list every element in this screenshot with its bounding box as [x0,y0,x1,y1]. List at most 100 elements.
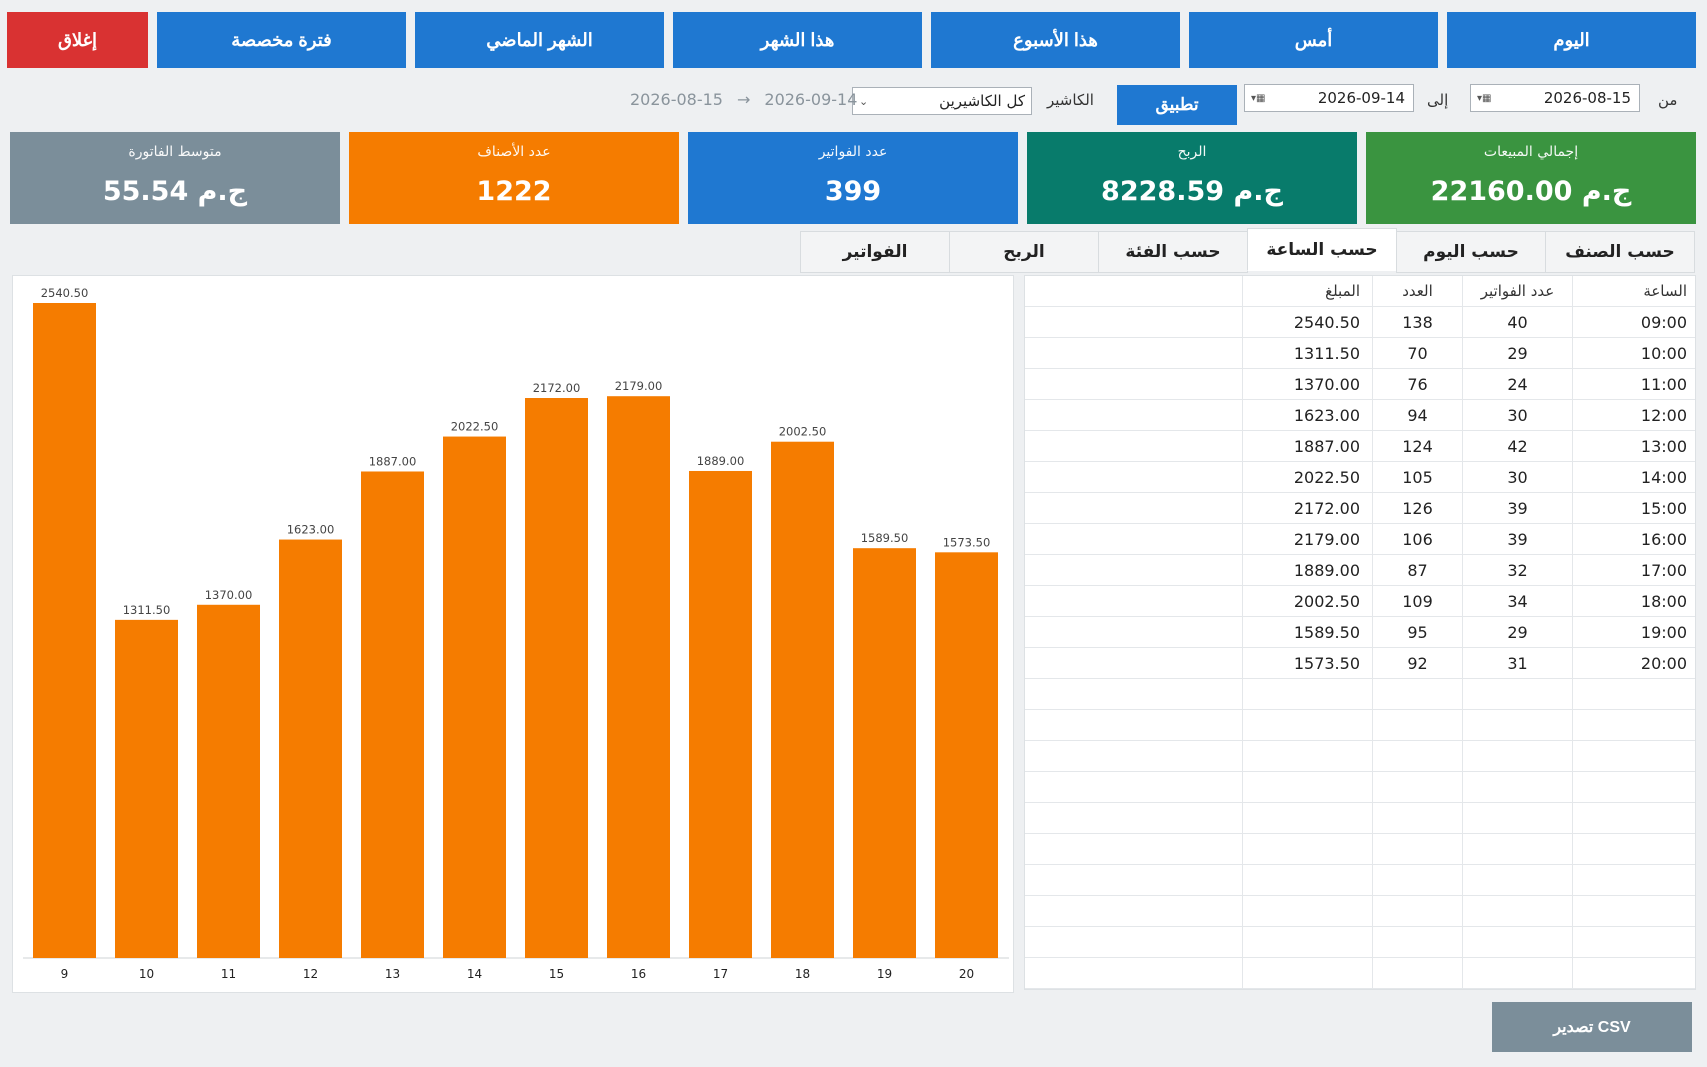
cell-hour: 15:00 [1573,493,1695,524]
from-date-picker[interactable]: ▾▦ 2026-08-15 [1470,84,1640,112]
yesterday-button[interactable]: أمس [1189,12,1438,68]
bar-9 [33,303,96,958]
table-row[interactable]: 1589.50 95 29 19:00 [1025,617,1695,648]
table-row[interactable]: 1889.00 87 32 17:00 [1025,555,1695,586]
cell-invoices [1463,772,1573,803]
table-row[interactable]: 1623.00 94 30 12:00 [1025,400,1695,431]
to-date-picker[interactable]: ▾▦ 2026-09-14 [1244,84,1414,112]
table-row[interactable]: 1887.00 124 42 13:00 [1025,431,1695,462]
cell-hour [1573,834,1695,865]
x-tick-label: 11 [221,967,236,981]
range-from: 2026-08-15 [630,90,723,109]
cell-invoices: 24 [1463,369,1573,400]
this-week-button[interactable]: هذا الأسبوع [931,12,1180,68]
kpi-invoices: عدد الفواتير 399 [688,132,1018,224]
chevron-down-icon: ⌄ [859,94,869,108]
bar-11 [197,604,260,958]
cell-amount [1243,679,1373,710]
apply-button[interactable]: تطبيق [1117,85,1237,125]
kpi-avg-invoice: متوسط الفاتورة 55.54 ج.م [10,132,340,224]
table-row[interactable]: 1370.00 76 24 11:00 [1025,369,1695,400]
table-row[interactable]: 2172.00 126 39 15:00 [1025,493,1695,524]
table-row[interactable]: 2179.00 106 39 16:00 [1025,524,1695,555]
hourly-table[interactable]: المبلغ العدد عدد الفواتير الساعة 2540.50… [1024,275,1696,990]
cell-invoices: 39 [1463,493,1573,524]
empty-table-row [1025,772,1695,803]
x-tick-label: 12 [303,967,318,981]
custom-period-button[interactable]: فترة مخصصة [157,12,406,68]
cell-invoices [1463,741,1573,772]
cell-amount: 2540.50 [1243,307,1373,338]
bar-chart: 2540.50 9 1311.50 10 1370.00 11 1623.00 12 1887.… [23,286,1009,981]
cell-amount [1243,772,1373,803]
table-row[interactable]: 2540.50 138 40 09:00 [1025,307,1695,338]
cell-hour: 12:00 [1573,400,1695,431]
cell-count [1373,679,1463,710]
from-date-value: 2026-08-15 [1543,89,1631,107]
empty-table-row [1025,958,1695,989]
cell-blank [1025,834,1243,865]
kpi-value: 55.54 ج.م [102,176,248,207]
range-arrow-icon: → [736,90,751,109]
table-row[interactable]: 1573.50 92 31 20:00 [1025,648,1695,679]
tab-by-category[interactable]: حسب الفئة [1098,231,1248,273]
cell-invoices: 29 [1463,338,1573,369]
bar-value-label: 1370.00 [205,588,253,602]
cell-amount: 2002.50 [1243,586,1373,617]
cell-blank [1025,741,1243,772]
cell-amount: 1589.50 [1243,617,1373,648]
cell-hour: 20:00 [1573,648,1695,679]
x-tick-label: 15 [549,967,564,981]
header-blank [1025,276,1243,307]
bar-value-label: 1589.50 [861,531,909,545]
cell-invoices: 31 [1463,648,1573,679]
x-tick-label: 16 [631,967,646,981]
cell-invoices: 34 [1463,586,1573,617]
cell-blank [1025,803,1243,834]
cell-amount: 1370.00 [1243,369,1373,400]
kpi-profit: الربح 8228.59 ج.م [1027,132,1357,224]
cell-count [1373,896,1463,927]
this-month-button[interactable]: هذا الشهر [673,12,922,68]
cell-invoices: 39 [1463,524,1573,555]
cell-count: 106 [1373,524,1463,555]
tab-by-hour[interactable]: حسب الساعة [1247,228,1397,271]
cell-amount: 1889.00 [1243,555,1373,586]
cell-invoices [1463,834,1573,865]
cell-amount [1243,834,1373,865]
cell-amount: 1887.00 [1243,431,1373,462]
cell-count: 124 [1373,431,1463,462]
tab-by-item[interactable]: حسب الصنف [1545,231,1695,273]
cell-hour: 09:00 [1573,307,1695,338]
bar-17 [689,470,752,958]
table-row[interactable]: 2022.50 105 30 14:00 [1025,462,1695,493]
kpi-label: عدد الفواتير [818,144,888,160]
cell-hour [1573,896,1695,927]
kpi-label: عدد الأصناف [477,144,551,160]
cell-invoices [1463,865,1573,896]
cell-invoices: 42 [1463,431,1573,462]
tab-invoices[interactable]: الفواتير [800,231,950,273]
tab-by-day[interactable]: حسب اليوم [1396,231,1546,273]
bar-value-label: 1889.00 [697,454,745,468]
export-csv-button[interactable]: تصدير CSV [1492,1002,1692,1052]
cell-count: 92 [1373,648,1463,679]
cashier-value: كل الكاشيرين [939,92,1025,110]
last-month-button[interactable]: الشهر الماضي [415,12,664,68]
tab-profit[interactable]: الربح [949,231,1099,273]
kpi-value: 399 [824,176,882,207]
close-button[interactable]: إغلاق [7,12,148,68]
cashier-select[interactable]: ⌄ كل الكاشيرين [852,87,1032,115]
cell-count: 70 [1373,338,1463,369]
cell-blank [1025,648,1243,679]
cell-invoices: 30 [1463,462,1573,493]
table-row[interactable]: 2002.50 109 34 18:00 [1025,586,1695,617]
kpi-value: 22160.00 ج.م [1430,176,1632,207]
cell-count: 126 [1373,493,1463,524]
today-button[interactable]: اليوم [1447,12,1696,68]
table-row[interactable]: 1311.50 70 29 10:00 [1025,338,1695,369]
header-invoices: عدد الفواتير [1463,276,1573,307]
cell-count: 94 [1373,400,1463,431]
kpi-value: 8228.59 ج.م [1101,176,1283,207]
header-hour: الساعة [1573,276,1695,307]
